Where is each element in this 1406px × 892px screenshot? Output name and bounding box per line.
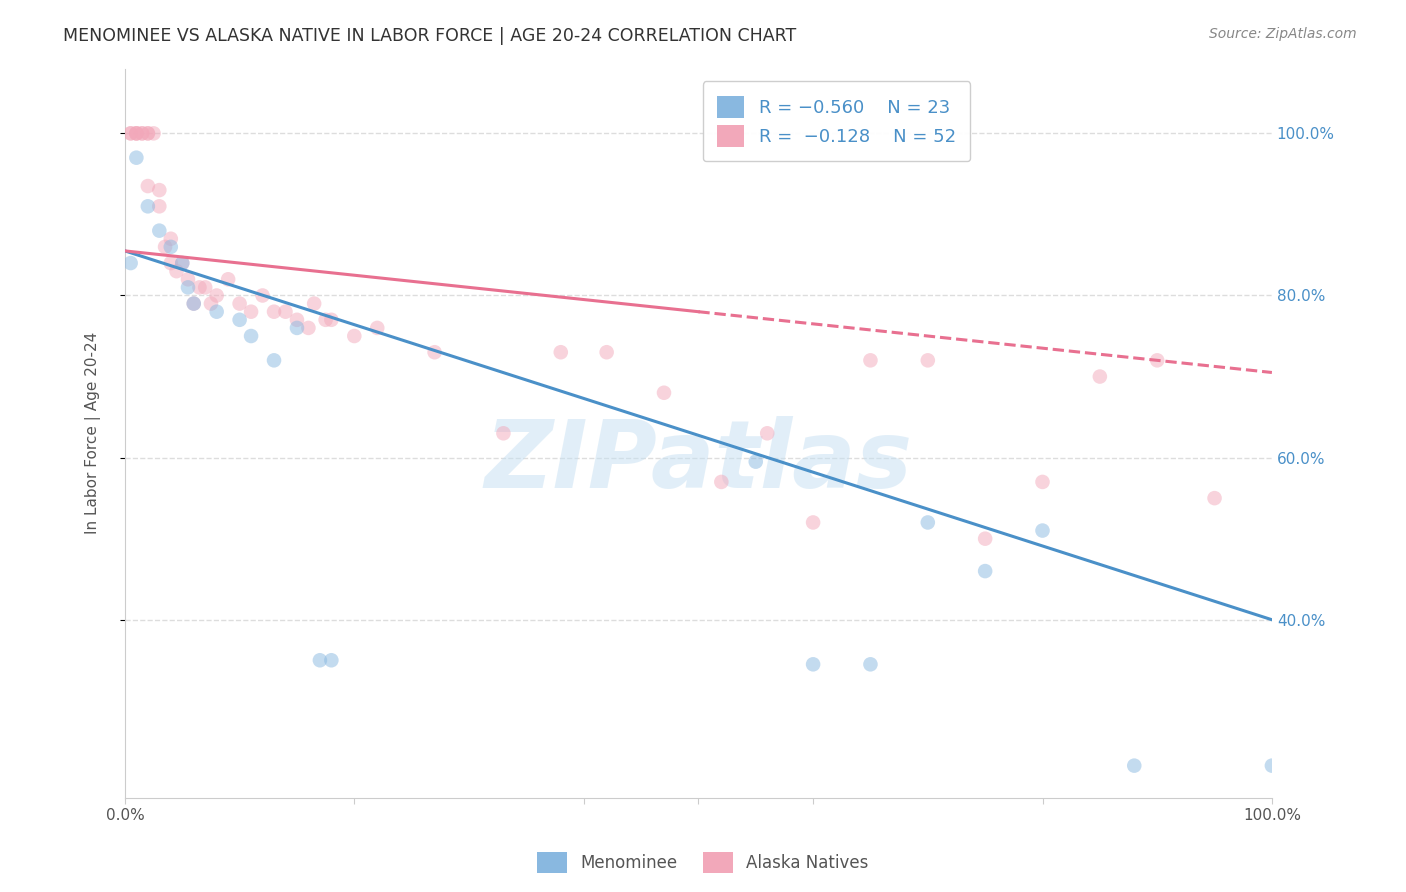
Point	[745, 455, 768, 469]
Point	[188, 280, 211, 294]
Point	[120, 127, 142, 141]
Point	[228, 296, 250, 310]
Point	[240, 304, 263, 318]
Text: ZIPatlas: ZIPatlas	[484, 417, 912, 508]
Point	[321, 313, 343, 327]
Point	[131, 127, 153, 141]
Point	[159, 240, 181, 254]
Point	[159, 256, 181, 270]
Point	[801, 516, 824, 530]
Point	[710, 475, 733, 489]
Point	[492, 426, 515, 441]
Text: MENOMINEE VS ALASKA NATIVE IN LABOR FORCE | AGE 20-24 CORRELATION CHART: MENOMINEE VS ALASKA NATIVE IN LABOR FORC…	[63, 27, 797, 45]
Point	[252, 288, 274, 302]
Point	[136, 127, 159, 141]
Y-axis label: In Labor Force | Age 20-24: In Labor Force | Age 20-24	[86, 332, 101, 534]
Point	[177, 280, 200, 294]
Point	[1261, 758, 1284, 772]
Point	[131, 127, 153, 141]
Point	[1088, 369, 1111, 384]
Point	[263, 304, 285, 318]
Point	[136, 179, 159, 194]
Point	[652, 385, 675, 400]
Point	[205, 304, 228, 318]
Point	[974, 532, 997, 546]
Point	[125, 127, 148, 141]
Point	[183, 296, 205, 310]
Point	[148, 183, 170, 197]
Point	[297, 321, 319, 335]
Point	[228, 313, 250, 327]
Legend: Menominee, Alaska Natives: Menominee, Alaska Natives	[530, 846, 876, 880]
Point	[125, 127, 148, 141]
Point	[148, 224, 170, 238]
Point	[194, 280, 217, 294]
Point	[200, 296, 222, 310]
Point	[1031, 475, 1053, 489]
Point	[343, 329, 366, 343]
Point	[321, 653, 343, 667]
Point	[859, 353, 882, 368]
Point	[205, 288, 228, 302]
Point	[172, 256, 194, 270]
Point	[1123, 758, 1146, 772]
Legend: R = −0.560    N = 23, R =  −0.128    N = 52: R = −0.560 N = 23, R = −0.128 N = 52	[703, 81, 970, 161]
Point	[917, 353, 939, 368]
Point	[595, 345, 617, 359]
Text: Source: ZipAtlas.com: Source: ZipAtlas.com	[1209, 27, 1357, 41]
Point	[285, 321, 308, 335]
Point	[120, 256, 142, 270]
Point	[183, 296, 205, 310]
Point	[120, 127, 142, 141]
Point	[423, 345, 446, 359]
Point	[302, 296, 325, 310]
Point	[309, 653, 332, 667]
Point	[1031, 524, 1053, 538]
Point	[1204, 491, 1226, 505]
Point	[166, 264, 188, 278]
Point	[136, 199, 159, 213]
Point	[153, 240, 176, 254]
Point	[125, 151, 148, 165]
Point	[315, 313, 337, 327]
Point	[801, 657, 824, 672]
Point	[550, 345, 572, 359]
Point	[125, 127, 148, 141]
Point	[859, 657, 882, 672]
Point	[1146, 353, 1168, 368]
Point	[263, 353, 285, 368]
Point	[177, 272, 200, 286]
Point	[159, 232, 181, 246]
Point	[136, 127, 159, 141]
Point	[217, 272, 239, 286]
Point	[172, 256, 194, 270]
Point	[756, 426, 779, 441]
Point	[917, 516, 939, 530]
Point	[148, 199, 170, 213]
Point	[366, 321, 388, 335]
Point	[142, 127, 165, 141]
Point	[274, 304, 297, 318]
Point	[240, 329, 263, 343]
Point	[285, 313, 308, 327]
Point	[974, 564, 997, 578]
